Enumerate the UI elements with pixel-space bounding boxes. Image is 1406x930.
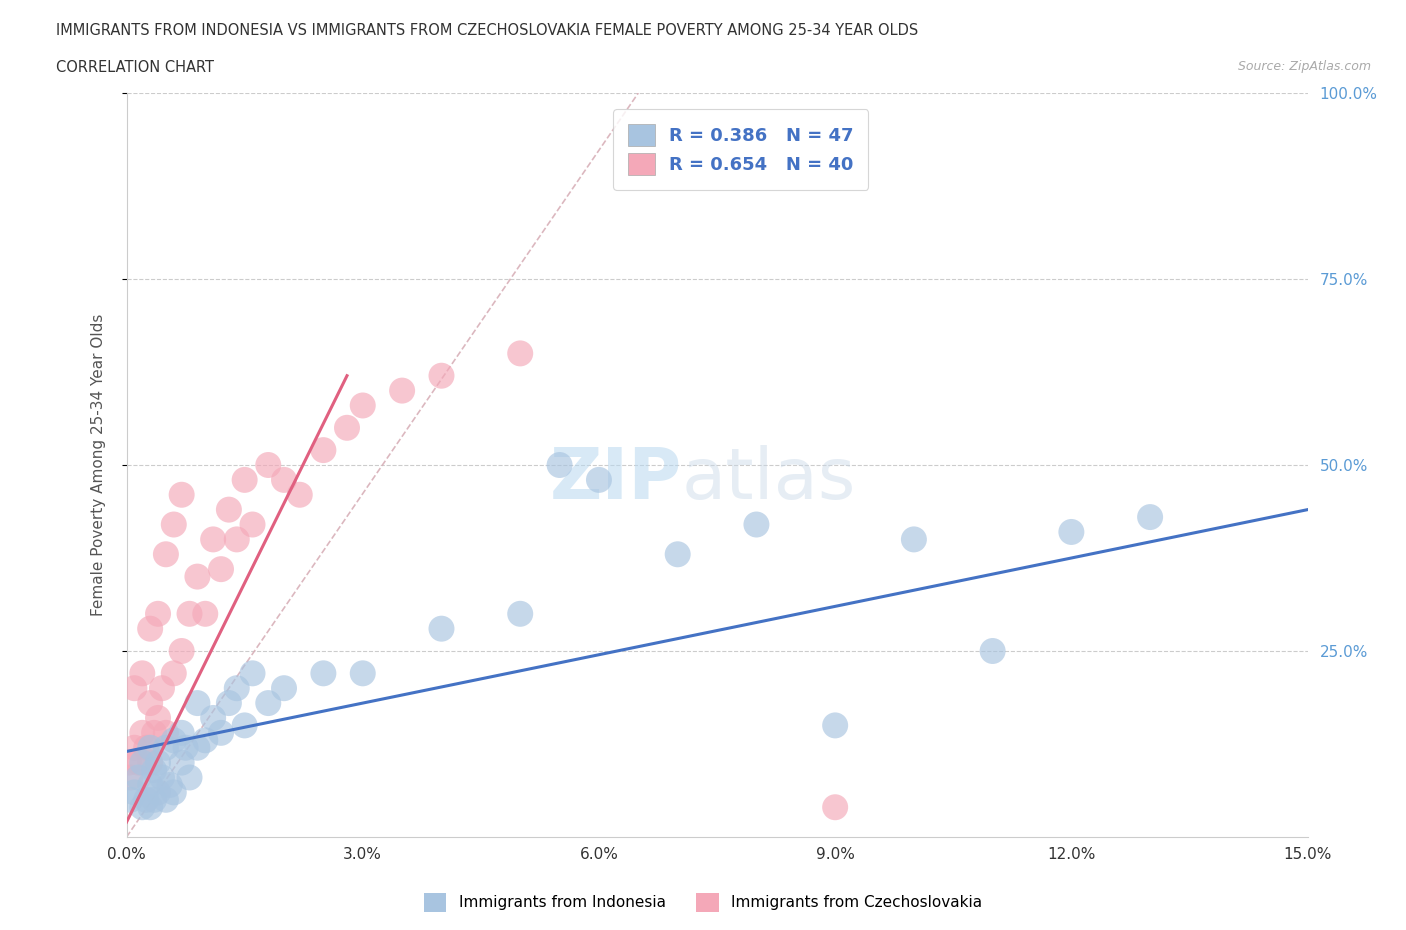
Point: [155, 792, 177, 807]
Text: CORRELATION CHART: CORRELATION CHART: [56, 60, 214, 75]
Point: [194, 606, 217, 621]
Point: [155, 725, 177, 740]
Point: [143, 725, 166, 740]
Legend: Immigrants from Indonesia, Immigrants from Czechoslovakia: Immigrants from Indonesia, Immigrants fr…: [418, 887, 988, 918]
Text: Source: ZipAtlas.com: Source: ZipAtlas.com: [1237, 60, 1371, 73]
Point: [824, 800, 846, 815]
Point: [150, 681, 173, 696]
Point: [273, 681, 295, 696]
Point: [163, 785, 186, 800]
Point: [143, 792, 166, 807]
Point: [312, 443, 335, 458]
Point: [202, 711, 225, 725]
Point: [509, 346, 531, 361]
Point: [170, 755, 193, 770]
Point: [242, 666, 264, 681]
Point: [118, 755, 141, 770]
Point: [146, 606, 169, 621]
Point: [257, 696, 280, 711]
Point: [139, 740, 162, 755]
Point: [139, 696, 162, 711]
Point: [124, 740, 146, 755]
Text: atlas: atlas: [682, 445, 856, 514]
Text: IMMIGRANTS FROM INDONESIA VS IMMIGRANTS FROM CZECHOSLOVAKIA FEMALE POVERTY AMONG: IMMIGRANTS FROM INDONESIA VS IMMIGRANTS …: [56, 23, 918, 38]
Point: [336, 420, 359, 435]
Point: [233, 718, 256, 733]
Point: [288, 487, 311, 502]
Point: [225, 532, 247, 547]
Point: [194, 733, 217, 748]
Point: [186, 696, 208, 711]
Point: [233, 472, 256, 487]
Point: [139, 755, 162, 770]
Point: [242, 517, 264, 532]
Point: [218, 696, 240, 711]
Point: [150, 770, 173, 785]
Point: [430, 368, 453, 383]
Point: [163, 666, 186, 681]
Point: [186, 740, 208, 755]
Point: [1139, 510, 1161, 525]
Point: [1060, 525, 1083, 539]
Point: [179, 606, 201, 621]
Point: [170, 725, 193, 740]
Point: [170, 644, 193, 658]
Legend: R = 0.386   N = 47, R = 0.654   N = 40: R = 0.386 N = 47, R = 0.654 N = 40: [613, 110, 868, 190]
Point: [120, 770, 142, 785]
Point: [257, 458, 280, 472]
Point: [174, 740, 197, 755]
Point: [186, 569, 208, 584]
Point: [163, 733, 186, 748]
Point: [146, 755, 169, 770]
Point: [139, 777, 162, 792]
Point: [209, 562, 232, 577]
Point: [179, 770, 201, 785]
Point: [225, 681, 247, 696]
Point: [666, 547, 689, 562]
Point: [202, 532, 225, 547]
Point: [218, 502, 240, 517]
Point: [127, 755, 149, 770]
Point: [745, 517, 768, 532]
Point: [159, 777, 181, 792]
Point: [209, 725, 232, 740]
Text: ZIP: ZIP: [550, 445, 682, 514]
Point: [312, 666, 335, 681]
Point: [430, 621, 453, 636]
Point: [903, 532, 925, 547]
Y-axis label: Female Poverty Among 25-34 Year Olds: Female Poverty Among 25-34 Year Olds: [91, 313, 105, 617]
Point: [352, 666, 374, 681]
Point: [588, 472, 610, 487]
Point: [135, 740, 157, 755]
Point: [981, 644, 1004, 658]
Point: [120, 792, 142, 807]
Point: [170, 487, 193, 502]
Point: [352, 398, 374, 413]
Point: [143, 763, 166, 777]
Point: [146, 711, 169, 725]
Point: [139, 800, 162, 815]
Point: [163, 517, 186, 532]
Point: [131, 800, 153, 815]
Point: [139, 621, 162, 636]
Point: [824, 718, 846, 733]
Point: [509, 606, 531, 621]
Point: [131, 755, 153, 770]
Point: [131, 725, 153, 740]
Point: [131, 666, 153, 681]
Point: [124, 785, 146, 800]
Point: [391, 383, 413, 398]
Point: [124, 681, 146, 696]
Point: [548, 458, 571, 472]
Point: [155, 547, 177, 562]
Point: [273, 472, 295, 487]
Point: [135, 792, 157, 807]
Point: [127, 770, 149, 785]
Point: [146, 785, 169, 800]
Point: [155, 740, 177, 755]
